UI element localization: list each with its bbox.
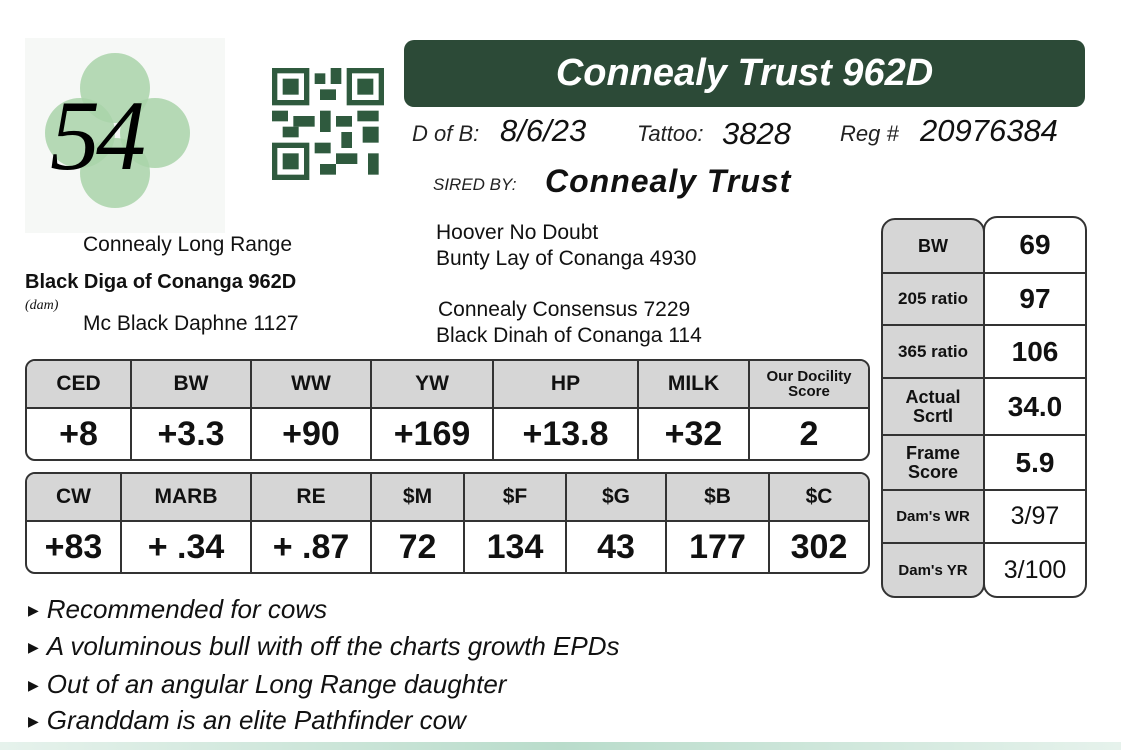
stat-label: Dam's YR <box>883 542 983 596</box>
stats-labels-column: BW 205 ratio 365 ratio Actual Scrtl Fram… <box>881 218 985 598</box>
shamrock-logo <box>25 38 225 233</box>
epd-value: + .87 <box>252 520 372 572</box>
note-item: ▶ A voluminous bull with off the charts g… <box>28 631 620 661</box>
epd-value: +13.8 <box>494 407 639 459</box>
stat-label: 365 ratio <box>883 324 983 377</box>
stat-value: 3/97 <box>985 489 1085 542</box>
dob-label: D of B: <box>412 121 480 146</box>
sire-dam: Bunty Lay of Conanga 4930 <box>436 247 697 270</box>
epd-header: $C <box>770 474 868 520</box>
sired-by-label: SIRED BY: <box>433 175 517 194</box>
stat-label: BW <box>918 235 948 256</box>
dam-name: Mc Black Daphne 1127 <box>83 312 299 335</box>
epd-value: 134 <box>465 520 567 572</box>
dam-sire: Connealy Long Range <box>83 233 292 256</box>
epd-header: Our Docility Score <box>750 361 868 407</box>
qr-code[interactable] <box>272 68 384 180</box>
reg-label: Reg # <box>840 121 899 146</box>
epd-value: 302 <box>770 520 868 572</box>
epd-value: + .34 <box>122 520 252 572</box>
stat-label: Actual Scrtl <box>883 377 983 434</box>
triangle-bullet-icon: ▶ <box>28 639 39 655</box>
epd-header: BW <box>132 361 252 407</box>
epd-value: +8 <box>27 407 132 459</box>
epd-header: MARB <box>122 474 252 520</box>
sire-name: Connealy Trust <box>545 163 792 199</box>
stat-value: 97 <box>985 272 1085 324</box>
note-item: ▶ Granddam is an elite Pathfinder cow <box>28 705 466 735</box>
epd-header: HP <box>494 361 639 407</box>
bottom-stripe <box>0 742 1121 750</box>
epd-header: WW <box>252 361 372 407</box>
dam-label: (dam) <box>25 298 59 313</box>
reg-value: 20976384 <box>920 113 1058 148</box>
stat-label: Dam's WR <box>883 489 983 542</box>
epd-value: 43 <box>567 520 667 572</box>
epd-table-1: CED BW WW YW HP MILK Our Docility Score … <box>25 359 870 461</box>
epd-value: +3.3 <box>132 407 252 459</box>
stat-value: 3/100 <box>985 542 1085 596</box>
tattoo-label: Tattoo: <box>637 121 704 146</box>
epd-header: CW <box>27 474 122 520</box>
stat-value: 106 <box>985 324 1085 377</box>
tattoo-value: 3828 <box>722 116 791 151</box>
stat-label: 205 ratio <box>883 272 983 324</box>
epd-value: 2 <box>750 407 868 459</box>
epd-value: +83 <box>27 520 122 572</box>
triangle-bullet-icon: ▶ <box>28 677 39 693</box>
note-item: ▶ Recommended for cows <box>28 594 328 624</box>
epd-header: $M <box>372 474 465 520</box>
triangle-bullet-icon: ▶ <box>28 713 39 729</box>
epd-table-2: CW MARB RE $M $F $G $B $C +83 + .34 + .8… <box>25 472 870 574</box>
epd-value: 72 <box>372 520 465 572</box>
maternal-grandsire: Connealy Consensus 7229 <box>438 298 691 321</box>
epd-header: $G <box>567 474 667 520</box>
epd-header: YW <box>372 361 494 407</box>
stat-value: 34.0 <box>985 377 1085 434</box>
epd-value: +169 <box>372 407 494 459</box>
epd-header: $F <box>465 474 567 520</box>
lot-number: 54 <box>50 80 146 191</box>
maternal-granddam: Black Dinah of Conanga 114 <box>436 324 702 347</box>
sire-sire: Hoover No Doubt <box>436 221 599 244</box>
epd-header: MILK <box>639 361 750 407</box>
epd-value: +90 <box>252 407 372 459</box>
animal-registered-name: Black Diga of Conanga 962D <box>25 271 297 293</box>
note-item: ▶ Out of an angular Long Range daughter <box>28 669 507 699</box>
animal-title: Connealy Trust 962D <box>404 40 1085 107</box>
stat-label: Frame Score <box>883 434 983 489</box>
stats-values-column: 69 97 106 34.0 5.9 3/97 3/100 <box>983 216 1087 598</box>
dob-value: 8/6/23 <box>500 113 587 148</box>
epd-value: +32 <box>639 407 750 459</box>
epd-header: CED <box>27 361 132 407</box>
stat-value: 69 <box>1019 229 1051 260</box>
triangle-bullet-icon: ▶ <box>28 602 39 618</box>
epd-header: $B <box>667 474 770 520</box>
epd-value: 177 <box>667 520 770 572</box>
stat-value: 5.9 <box>985 434 1085 489</box>
epd-header: RE <box>252 474 372 520</box>
